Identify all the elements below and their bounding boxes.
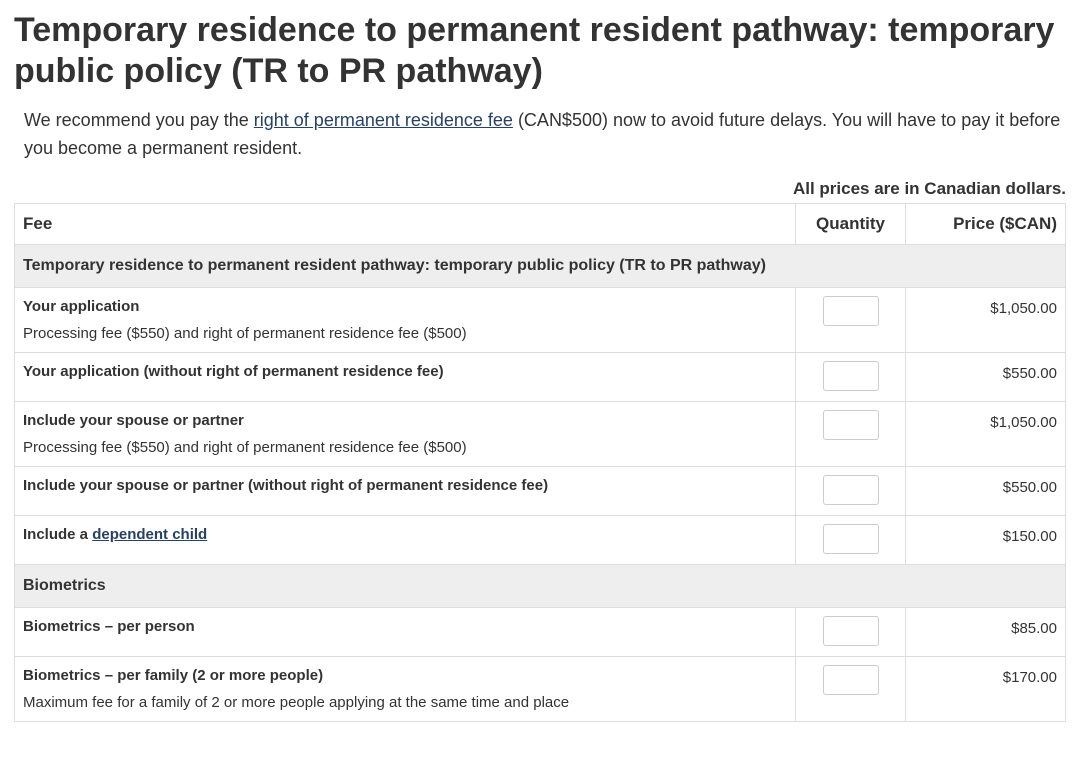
qty-cell bbox=[796, 288, 906, 353]
qty-cell bbox=[796, 402, 906, 467]
price-cell: $1,050.00 bbox=[906, 288, 1066, 353]
qty-cell bbox=[796, 353, 906, 402]
intro-paragraph: We recommend you pay the right of perman… bbox=[24, 106, 1066, 164]
fee-title: Biometrics – per family (2 or more peopl… bbox=[23, 667, 787, 684]
fee-cell: Your application Processing fee ($550) a… bbox=[15, 288, 796, 353]
fee-title-prefix: Include a bbox=[23, 526, 92, 543]
qty-input[interactable] bbox=[823, 665, 879, 695]
dependent-child-link[interactable]: dependent child bbox=[92, 526, 207, 543]
fee-desc: Processing fee ($550) and right of perma… bbox=[23, 325, 787, 342]
section-header-row: Biometrics bbox=[15, 565, 1066, 608]
price-cell: $170.00 bbox=[906, 657, 1066, 722]
qty-cell bbox=[796, 467, 906, 516]
qty-input[interactable] bbox=[823, 524, 879, 554]
qty-cell bbox=[796, 608, 906, 657]
qty-input[interactable] bbox=[823, 361, 879, 391]
qty-cell bbox=[796, 516, 906, 565]
table-header-row: Fee Quantity Price ($CAN) bbox=[15, 204, 1066, 245]
fee-title: Biometrics – per person bbox=[23, 618, 787, 635]
table-body: Temporary residence to permanent residen… bbox=[15, 245, 1066, 722]
col-price: Price ($CAN) bbox=[906, 204, 1066, 245]
section-header: Biometrics bbox=[15, 565, 1066, 608]
price-cell: $150.00 bbox=[906, 516, 1066, 565]
intro-prefix: We recommend you pay the bbox=[24, 110, 254, 130]
qty-input[interactable] bbox=[823, 475, 879, 505]
price-cell: $85.00 bbox=[906, 608, 1066, 657]
fee-title: Your application bbox=[23, 298, 787, 315]
qty-cell bbox=[796, 657, 906, 722]
table-row: Include your spouse or partner (without … bbox=[15, 467, 1066, 516]
price-cell: $1,050.00 bbox=[906, 402, 1066, 467]
fee-cell: Biometrics – per family (2 or more peopl… bbox=[15, 657, 796, 722]
fee-cell: Include a dependent child bbox=[15, 516, 796, 565]
qty-input[interactable] bbox=[823, 296, 879, 326]
fee-desc: Processing fee ($550) and right of perma… bbox=[23, 439, 787, 456]
table-row: Biometrics – per family (2 or more peopl… bbox=[15, 657, 1066, 722]
table-row: Include a dependent child $150.00 bbox=[15, 516, 1066, 565]
section-header: Temporary residence to permanent residen… bbox=[15, 245, 1066, 288]
col-fee: Fee bbox=[15, 204, 796, 245]
table-row: Your application (without right of perma… bbox=[15, 353, 1066, 402]
table-row: Biometrics – per person $85.00 bbox=[15, 608, 1066, 657]
fee-cell: Include your spouse or partner (without … bbox=[15, 467, 796, 516]
fee-title: Include your spouse or partner (without … bbox=[23, 477, 787, 494]
fee-title: Your application (without right of perma… bbox=[23, 363, 787, 380]
price-note: All prices are in Canadian dollars. bbox=[14, 179, 1066, 199]
fee-title: Include your spouse or partner bbox=[23, 412, 787, 429]
price-cell: $550.00 bbox=[906, 467, 1066, 516]
col-quantity: Quantity bbox=[796, 204, 906, 245]
rprf-link[interactable]: right of permanent residence fee bbox=[254, 110, 513, 130]
fee-table: Fee Quantity Price ($CAN) Temporary resi… bbox=[14, 203, 1066, 722]
fee-cell: Include your spouse or partner Processin… bbox=[15, 402, 796, 467]
price-cell: $550.00 bbox=[906, 353, 1066, 402]
fee-cell: Your application (without right of perma… bbox=[15, 353, 796, 402]
table-row: Include your spouse or partner Processin… bbox=[15, 402, 1066, 467]
fee-title: Include a dependent child bbox=[23, 526, 787, 543]
fee-cell: Biometrics – per person bbox=[15, 608, 796, 657]
qty-input[interactable] bbox=[823, 616, 879, 646]
page-title: Temporary residence to permanent residen… bbox=[14, 10, 1066, 92]
table-row: Your application Processing fee ($550) a… bbox=[15, 288, 1066, 353]
qty-input[interactable] bbox=[823, 410, 879, 440]
section-header-row: Temporary residence to permanent residen… bbox=[15, 245, 1066, 288]
fee-desc: Maximum fee for a family of 2 or more pe… bbox=[23, 694, 787, 711]
